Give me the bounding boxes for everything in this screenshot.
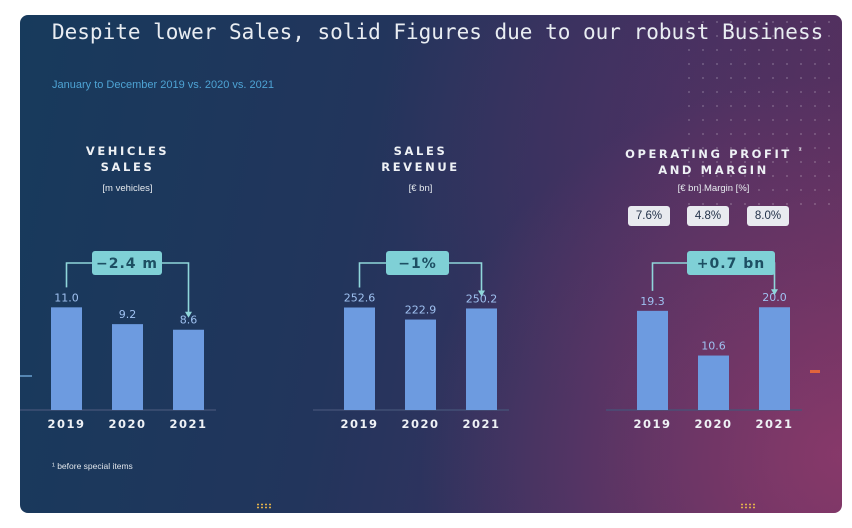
bar-value-label: 222.9: [405, 304, 437, 317]
change-callout-box: [386, 251, 449, 275]
vehicle-sales-title: VEHICLES SALES: [85, 144, 170, 174]
slide-subtitle: January to December 2019 vs. 2020 vs. 20…: [52, 79, 274, 91]
change-callout-label: +0.7 bn: [697, 256, 765, 272]
operating-profit-chart: 19.3 2019 10.6 2020 20.0 2021 +0.7 bn: [606, 251, 802, 431]
operating-profit-heading: OPERATING PROFIT ¹ AND MARGIN: [606, 143, 821, 178]
operating-profit-unit: [€ bn] Margin [%]: [677, 183, 750, 194]
bar-value-label: 20.0: [762, 291, 787, 304]
x-tick-label: 2021: [169, 417, 207, 431]
dot-decoration: [740, 503, 756, 509]
change-callout-label: −2.4 m: [96, 256, 158, 272]
operating-profit-panel: OPERATING PROFIT ¹ AND MARGIN [€ bn] Marg…: [606, 15, 821, 513]
arrow-down-icon: [185, 311, 192, 318]
margin-badge: 8.0%: [747, 206, 789, 226]
slide: Despite lower Sales, solid Figures due t…: [20, 15, 842, 513]
vehicle-sales-panel: VEHICLES SALES [m vehicles] 11.0 2019 9.2 20…: [20, 15, 235, 513]
vehicle-sales-unit: [m vehicles]: [102, 183, 153, 194]
sales-revenue-chart: 252.6 2019 222.9 2020 250.2 2021 −1%: [313, 251, 509, 431]
dot-decoration: [256, 503, 272, 509]
margin-badge: 4.8%: [687, 206, 729, 226]
bar: [466, 308, 497, 410]
bar-value-label: 10.6: [701, 340, 726, 353]
x-tick-label: 2019: [340, 417, 378, 431]
x-tick-label: 2020: [694, 417, 732, 431]
bar: [51, 307, 82, 410]
bar-value-label: 9.2: [119, 308, 137, 321]
bar: [344, 307, 375, 410]
sales-revenue-title: SALES REVENUE: [381, 144, 460, 174]
margin-row: 7.6% 4.8% 8.0%: [606, 206, 821, 228]
edge-decoration: [810, 370, 820, 373]
operating-profit-title: OPERATING PROFIT ¹ AND MARGIN: [625, 146, 802, 177]
vehicle-sales-chart: 11.0 2019 9.2 2020 8.6 2021 −2.4 m: [20, 251, 216, 431]
x-tick-label: 2020: [108, 417, 146, 431]
arrow-down-icon: [771, 289, 778, 296]
bar: [759, 307, 790, 410]
bar-value-label: 11.0: [54, 291, 79, 304]
bar-value-label: 250.2: [466, 292, 498, 305]
bar: [698, 355, 729, 410]
bar-value-label: 252.6: [344, 291, 376, 304]
edge-decoration: [20, 375, 32, 377]
x-tick-label: 2019: [633, 417, 671, 431]
bar-value-label: 19.3: [640, 295, 665, 308]
vehicle-sales-heading: VEHICLES SALES: [20, 143, 235, 175]
bar: [173, 329, 204, 410]
margin-badge: 7.6%: [628, 206, 670, 226]
slide-title: Despite lower Sales, solid Figures due t…: [52, 20, 824, 44]
bar-value-label: 8.6: [180, 314, 198, 327]
dot-pattern-decoration: [682, 15, 842, 215]
change-callout-box: [92, 251, 162, 275]
sales-revenue-heading: SALES REVENUE: [313, 143, 528, 175]
x-tick-label: 2020: [401, 417, 439, 431]
bar: [637, 310, 668, 410]
sales-revenue-panel: SALES REVENUE [€ bn] 252.6 2019 222.9 2020 25…: [313, 15, 528, 513]
x-tick-label: 2019: [47, 417, 85, 431]
bar: [405, 319, 436, 410]
footnote: ¹ before special items: [52, 461, 133, 471]
x-tick-label: 2021: [462, 417, 500, 431]
change-callout-box: [687, 251, 775, 275]
arrow-down-icon: [478, 290, 485, 297]
change-callout-label: −1%: [398, 256, 437, 272]
x-tick-label: 2021: [755, 417, 793, 431]
bar: [112, 324, 143, 410]
sales-revenue-unit: [€ bn]: [408, 183, 433, 194]
